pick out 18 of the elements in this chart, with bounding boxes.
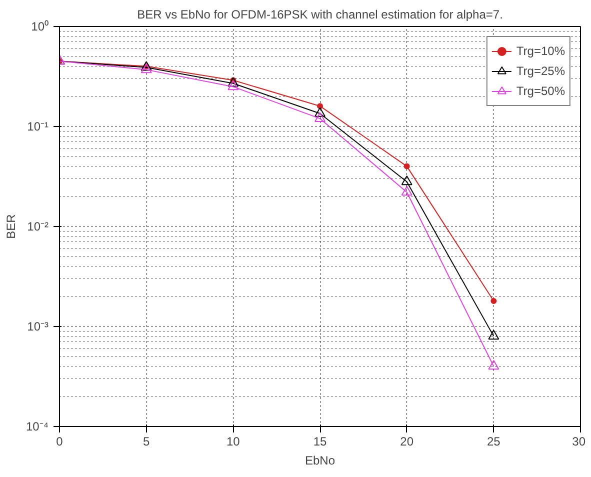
x-tick-label: 0 xyxy=(56,434,64,448)
x-tick-label: 30 xyxy=(572,434,586,448)
legend-label: Trg=10% xyxy=(516,44,565,58)
x-tick-label: 25 xyxy=(486,434,501,448)
legend-label: Trg=50% xyxy=(516,84,565,98)
y-tick-label: 10⁰ xyxy=(31,20,49,34)
x-axis-title: EbNo xyxy=(304,454,336,468)
legend-label: Trg=25% xyxy=(516,64,565,78)
y-tick-label: 10⁻¹ xyxy=(27,120,49,134)
y-tick-label: 10⁻³ xyxy=(27,320,49,334)
x-tick-label: 10 xyxy=(226,434,240,448)
x-tick-label: 20 xyxy=(400,434,414,448)
y-axis-title: BER xyxy=(4,214,18,239)
y-tick-label: 10⁻² xyxy=(27,220,49,234)
x-tick-label: 15 xyxy=(313,434,327,448)
chart-title: BER vs EbNo for OFDM-16PSK with channel estimation for alpha=7. xyxy=(137,8,503,22)
y-tick-label: 10⁻⁴ xyxy=(26,420,49,434)
x-tick-label: 5 xyxy=(142,434,150,448)
